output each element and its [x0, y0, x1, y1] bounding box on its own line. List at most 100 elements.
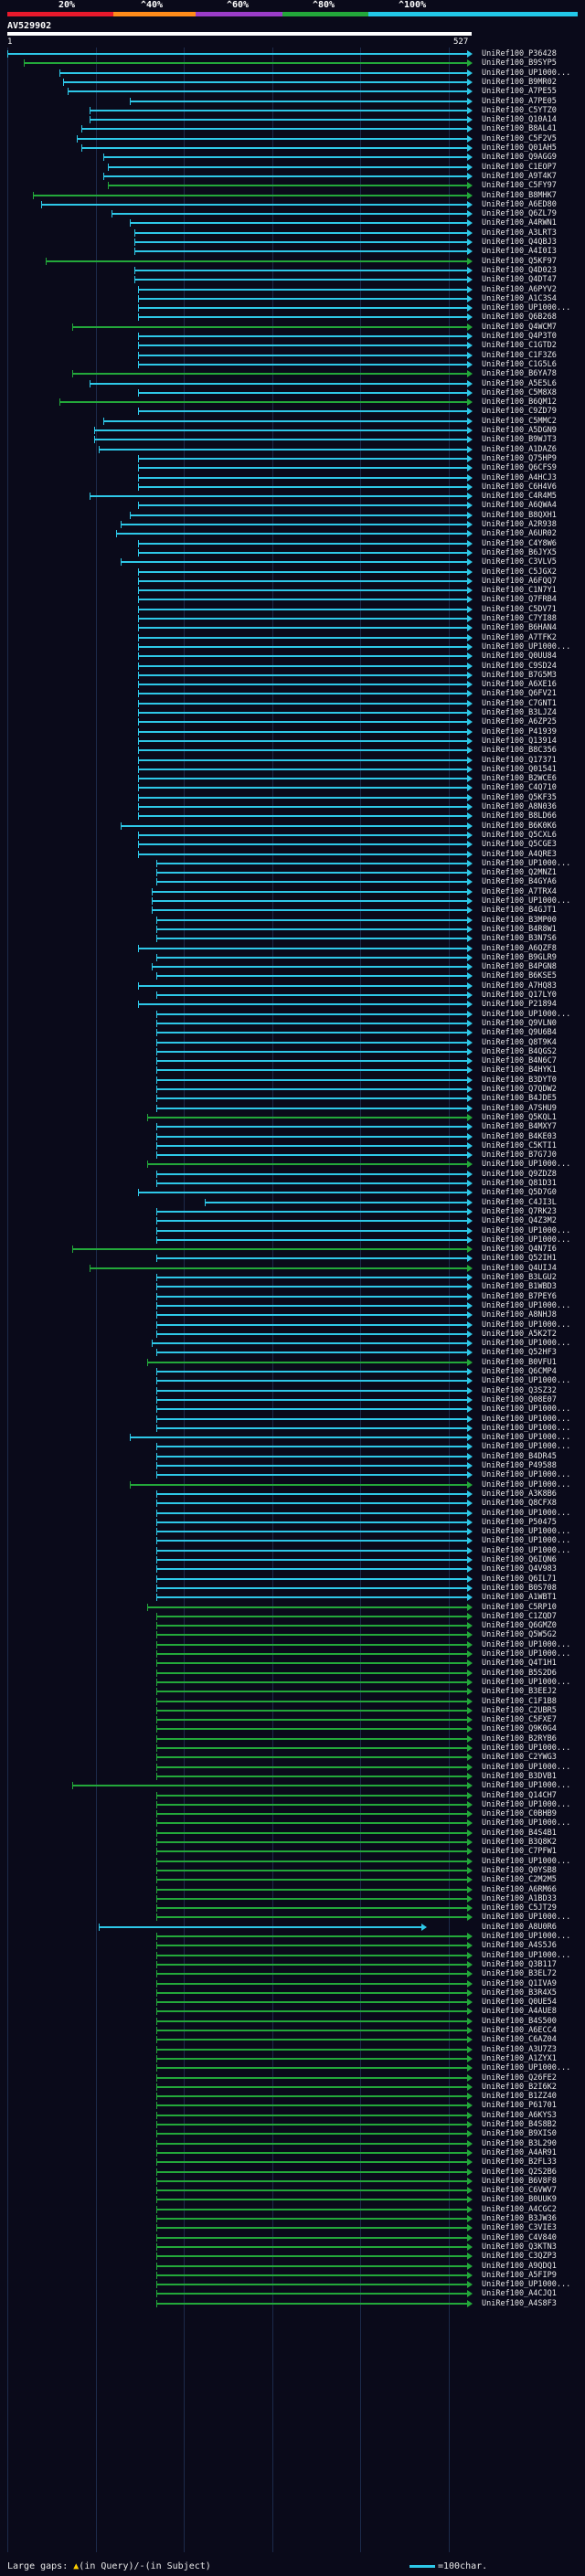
hit-row[interactable]: UniRef100_UP1000...	[0, 1640, 585, 1649]
hit-id-label[interactable]: UniRef100_A1ZYX1	[482, 2053, 557, 2063]
hit-row[interactable]: UniRef100_A6XE16	[0, 680, 585, 689]
hit-row[interactable]: UniRef100_UP1000...	[0, 859, 585, 868]
hit-id-label[interactable]: UniRef100_A6RM66	[482, 1884, 557, 1894]
hit-row[interactable]: UniRef100_A4S8F3	[0, 2299, 585, 2308]
hit-row[interactable]: UniRef100_UP1000...	[0, 2063, 585, 2072]
hit-row[interactable]: UniRef100_Q52IH1	[0, 1254, 585, 1263]
hit-row[interactable]: UniRef100_UP1000...	[0, 1763, 585, 1772]
hit-row[interactable]: UniRef100_B6K0K6	[0, 822, 585, 831]
hit-row[interactable]: UniRef100_A8NHJ8	[0, 1310, 585, 1320]
hit-id-label[interactable]: UniRef100_B4DR45	[482, 1451, 557, 1461]
hit-id-label[interactable]: UniRef100_A4S8F3	[482, 2298, 557, 2308]
hit-id-label[interactable]: UniRef100_B8AL41	[482, 124, 557, 134]
hit-row[interactable]: UniRef100_Q6ZL79	[0, 209, 585, 218]
hit-row[interactable]: UniRef100_A6ZP25	[0, 717, 585, 726]
hit-row[interactable]: UniRef100_Q9U6B4	[0, 1028, 585, 1037]
hit-id-label[interactable]: UniRef100_UP1000...	[482, 1405, 571, 1415]
hit-id-label[interactable]: UniRef100_C1F3Z6	[482, 350, 557, 360]
hit-id-label[interactable]: UniRef100_B4JDE5	[482, 1094, 557, 1104]
hit-row[interactable]: UniRef100_B9XIS0	[0, 2129, 585, 2138]
hit-id-label[interactable]: UniRef100_A4S5J6	[482, 1941, 557, 1951]
hit-id-label[interactable]: UniRef100_Q4DT47	[482, 275, 557, 285]
hit-row[interactable]: UniRef100_Q4UIJ4	[0, 1264, 585, 1273]
hit-id-label[interactable]: UniRef100_B3L290	[482, 2138, 557, 2148]
hit-row[interactable]: UniRef100_C5FY97	[0, 181, 585, 190]
hit-row[interactable]: UniRef100_UP1000...	[0, 1226, 585, 1235]
hit-id-label[interactable]: UniRef100_Q52IH1	[482, 1254, 557, 1264]
hit-id-label[interactable]: UniRef100_A1DAZ6	[482, 444, 557, 454]
hit-id-label[interactable]: UniRef100_UP1000...	[482, 1508, 571, 1518]
hit-id-label[interactable]: UniRef100_Q5KF35	[482, 792, 557, 802]
hit-row[interactable]: UniRef100_A4AR91	[0, 2148, 585, 2157]
hit-id-label[interactable]: UniRef100_A9QDQ1	[482, 2261, 557, 2271]
hit-row[interactable]: UniRef100_Q01541	[0, 765, 585, 774]
hit-row[interactable]: UniRef100_UP1000...	[0, 1546, 585, 1555]
hit-id-label[interactable]: UniRef100_A4CGC2	[482, 2204, 557, 2214]
hit-row[interactable]: UniRef100_A6ED80	[0, 200, 585, 209]
hit-id-label[interactable]: UniRef100_B3N7S6	[482, 934, 557, 944]
hit-id-label[interactable]: UniRef100_B6V8F8	[482, 2176, 557, 2186]
hit-row[interactable]: UniRef100_B4QGS2	[0, 1047, 585, 1056]
hit-row[interactable]: UniRef100_A1WBT1	[0, 1593, 585, 1602]
hit-id-label[interactable]: UniRef100_UP1000...	[482, 1913, 571, 1923]
hit-row[interactable]: UniRef100_C5YTZ0	[0, 106, 585, 115]
hit-row[interactable]: UniRef100_C5KTI1	[0, 1141, 585, 1150]
hit-row[interactable]: UniRef100_Q9K0G4	[0, 1724, 585, 1733]
hit-row[interactable]: UniRef100_B4S500	[0, 2017, 585, 2026]
hit-row[interactable]: UniRef100_B3DVB1	[0, 1772, 585, 1781]
hit-row[interactable]: UniRef100_UP1000...	[0, 1480, 585, 1489]
hit-row[interactable]: UniRef100_A7PE55	[0, 87, 585, 96]
hit-id-label[interactable]: UniRef100_B9SYP5	[482, 58, 557, 69]
hit-id-label[interactable]: UniRef100_Q6IL71	[482, 1574, 557, 1584]
hit-row[interactable]: UniRef100_B2RYB6	[0, 1734, 585, 1744]
hit-row[interactable]: UniRef100_Q6IL71	[0, 1574, 585, 1584]
hit-row[interactable]: UniRef100_A2R938	[0, 520, 585, 529]
hit-id-label[interactable]: UniRef100_B3JW36	[482, 2214, 557, 2223]
hit-id-label[interactable]: UniRef100_Q4QBJ3	[482, 238, 557, 247]
hit-row[interactable]: UniRef100_A7SHU9	[0, 1104, 585, 1113]
hit-row[interactable]: UniRef100_Q08E07	[0, 1395, 585, 1405]
hit-id-label[interactable]: UniRef100_UP1000...	[482, 1799, 571, 1809]
hit-id-label[interactable]: UniRef100_A7TFK2	[482, 632, 557, 642]
hit-row[interactable]: UniRef100_UP1000...	[0, 1424, 585, 1433]
hit-id-label[interactable]: UniRef100_UP1000...	[482, 1950, 571, 1960]
hit-row[interactable]: UniRef100_B3JW36	[0, 2214, 585, 2223]
hit-id-label[interactable]: UniRef100_C5FY97	[482, 181, 557, 191]
hit-row[interactable]: UniRef100_A7TRX4	[0, 887, 585, 896]
hit-id-label[interactable]: UniRef100_UP1000...	[482, 1677, 571, 1687]
hit-row[interactable]: UniRef100_C1GTD2	[0, 341, 585, 350]
hit-id-label[interactable]: UniRef100_UP1000...	[482, 641, 571, 652]
hit-row[interactable]: UniRef100_P49588	[0, 1461, 585, 1470]
hit-id-label[interactable]: UniRef100_UP1000...	[482, 1649, 571, 1659]
hit-row[interactable]: UniRef100_P50475	[0, 1518, 585, 1527]
hit-id-label[interactable]: UniRef100_Q0YSB8	[482, 1865, 557, 1875]
hit-row[interactable]: UniRef100_A4HCJ3	[0, 473, 585, 482]
hit-row[interactable]: UniRef100_Q5KF35	[0, 793, 585, 802]
hit-id-label[interactable]: UniRef100_C4V840	[482, 2232, 557, 2242]
hit-row[interactable]: UniRef100_Q5CXL6	[0, 831, 585, 840]
hit-id-label[interactable]: UniRef100_B4GJT1	[482, 906, 557, 916]
hit-id-label[interactable]: UniRef100_A6QWA4	[482, 501, 557, 511]
hit-id-label[interactable]: UniRef100_B4S500	[482, 2016, 557, 2026]
hit-id-label[interactable]: UniRef100_A8N036	[482, 802, 557, 811]
hit-id-label[interactable]: UniRef100_P61701	[482, 2101, 557, 2111]
hit-row[interactable]: UniRef100_Q8T9K4	[0, 1038, 585, 1047]
hit-row[interactable]: UniRef100_C2YWG3	[0, 1753, 585, 1762]
hit-row[interactable]: UniRef100_Q0UU84	[0, 652, 585, 661]
hit-id-label[interactable]: UniRef100_B2I6K2	[482, 2082, 557, 2092]
hit-row[interactable]: UniRef100_B9WJT3	[0, 435, 585, 444]
hit-id-label[interactable]: UniRef100_P21894	[482, 1000, 557, 1010]
hit-row[interactable]: UniRef100_B0S708	[0, 1584, 585, 1593]
hit-id-label[interactable]: UniRef100_A6ZP25	[482, 717, 557, 727]
hit-row[interactable]: UniRef100_C1N7Y1	[0, 586, 585, 595]
hit-id-label[interactable]: UniRef100_A4I0I3	[482, 247, 557, 257]
hit-id-label[interactable]: UniRef100_B6JYX5	[482, 547, 557, 557]
hit-row[interactable]: UniRef100_B9MR02	[0, 78, 585, 87]
hit-id-label[interactable]: UniRef100_C6H4V6	[482, 482, 557, 492]
hit-row[interactable]: UniRef100_B3R4X5	[0, 1988, 585, 1998]
hit-id-label[interactable]: UniRef100_Q17371	[482, 755, 557, 765]
hit-row[interactable]: UniRef100_UP1000...	[0, 1301, 585, 1310]
hit-row[interactable]: UniRef100_B8LD66	[0, 811, 585, 821]
hit-row[interactable]: UniRef100_Q6CMP4	[0, 1367, 585, 1376]
hit-row[interactable]: UniRef100_UP1000...	[0, 2280, 585, 2289]
